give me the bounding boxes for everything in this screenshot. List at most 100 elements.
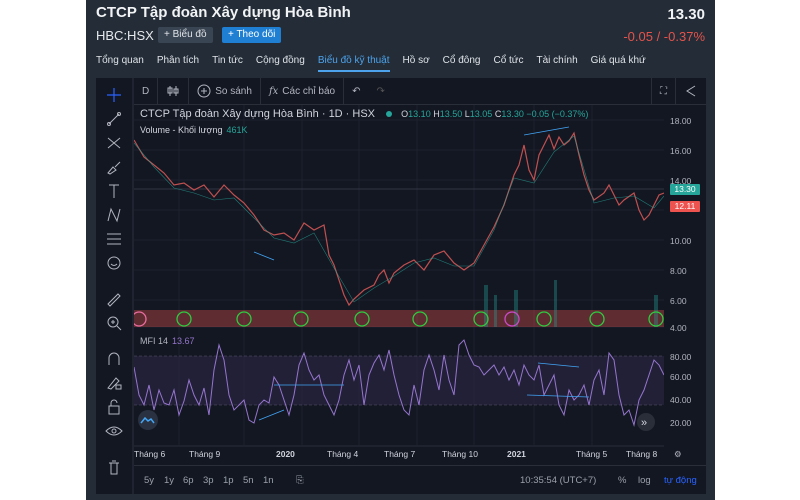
range-1y[interactable]: 1y — [164, 475, 175, 486]
date-range-icon[interactable]: ⎘ — [296, 475, 304, 486]
mfi-axis-label: 40.00 — [670, 395, 692, 405]
mfi-axis-label: 20.00 — [670, 418, 692, 428]
axis-label: 4.00 — [670, 323, 687, 333]
axis-label: 16.00 — [670, 146, 692, 156]
secondary-price-tag: 12.11 — [670, 201, 700, 212]
stock-page: CTCP Tập đoàn Xây dựng Hòa Bình 13.30 HB… — [86, 0, 715, 500]
clock-time: 10:35:54 (UTC+7) — [520, 475, 597, 486]
mfi-legend: MFI 14 13.67 — [140, 336, 195, 346]
time-label: 2020 — [276, 449, 295, 459]
fullscreen-button[interactable]: ⛶ — [651, 78, 676, 104]
time-label: Tháng 10 — [442, 449, 478, 459]
drawing-toolbar — [96, 78, 134, 494]
live-dot-icon — [386, 111, 393, 117]
settings-gear-icon[interactable]: ⚙ — [674, 449, 682, 459]
axis-label: 18.00 — [670, 116, 692, 126]
time-label: Tháng 6 — [134, 449, 166, 459]
tab-dividends[interactable]: Cổ tức — [493, 55, 524, 66]
tab-shareholders[interactable]: Cổ đông — [442, 55, 481, 66]
range-5y[interactable]: 5y — [144, 475, 155, 486]
redo-button[interactable]: ↷ — [368, 78, 392, 104]
volume-legend: Volume - Khối lượng 461K — [140, 125, 248, 135]
percent-toggle[interactable]: % — [618, 475, 627, 486]
indicators-button[interactable]: fx Các chỉ báo — [261, 78, 345, 104]
auto-scale-toggle[interactable]: tự động — [664, 475, 697, 486]
range-6m[interactable]: 6p — [183, 475, 194, 486]
mfi-axis-label: 80.00 — [670, 352, 692, 362]
undo-button[interactable]: ↶ — [344, 78, 368, 104]
ticker-symbol: HBC:HSX — [96, 28, 154, 43]
add-circle-icon — [197, 84, 211, 98]
axis-label: 14.00 — [670, 176, 692, 186]
price-axis[interactable]: 18.00 16.00 14.00 10.00 8.00 6.00 4.00 8… — [664, 105, 706, 445]
range-1m[interactable]: 1p — [223, 475, 234, 486]
range-3m[interactable]: 3p — [203, 475, 214, 486]
time-label: Tháng 8 — [626, 449, 658, 459]
last-price-tag: 13.30 — [670, 184, 700, 195]
eye-icon[interactable] — [104, 422, 124, 440]
mfi-value: 13.67 — [172, 336, 195, 346]
prediction-icon[interactable] — [104, 230, 124, 248]
fib-tool-icon[interactable] — [104, 134, 124, 152]
range-5d[interactable]: 5n — [243, 475, 254, 486]
log-toggle[interactable]: log — [638, 475, 651, 486]
share-button[interactable] — [676, 78, 706, 104]
trendline-icon[interactable] — [104, 110, 124, 128]
tab-price-history[interactable]: Giá quá khứ — [590, 55, 646, 66]
range-1d[interactable]: 1n — [263, 475, 274, 486]
tab-financials[interactable]: Tài chính — [536, 55, 578, 66]
ohlc-values: O13.10 H13.50 L13.05 C13.30 −0.05 (−0.37… — [401, 109, 589, 119]
add-chart-button[interactable]: + Biểu đồ — [158, 27, 213, 43]
svg-text:»: » — [641, 417, 647, 429]
time-label: Tháng 9 — [189, 449, 221, 459]
chart-bottom-toolbar: 5y 1y 6p 3p 1p 5n 1n ⎘ 10:35:54 (UTC+7) … — [134, 465, 706, 495]
compare-button[interactable]: So sánh — [189, 78, 261, 104]
crosshair-icon[interactable] — [104, 86, 124, 104]
lock-drawing-icon[interactable] — [104, 374, 124, 392]
chart-widget: D So sánh fx Các chỉ báo ↶ ↷ ⛶ — [96, 78, 706, 494]
scroll-to-latest-button — [637, 413, 655, 431]
text-icon[interactable] — [104, 182, 124, 200]
follow-button[interactable]: + Theo dõi — [222, 27, 282, 43]
volume-label: Volume - Khối lượng — [140, 125, 223, 135]
event-markers — [134, 311, 664, 327]
brush-icon[interactable] — [104, 158, 124, 176]
axis-label: 8.00 — [670, 266, 687, 276]
symbol-title: CTCP Tập đoàn Xây dựng Hòa Bình · 1D · H… — [140, 108, 376, 120]
fullscreen-icon: ⛶ — [660, 85, 667, 97]
redo-icon: ↷ — [376, 85, 385, 97]
axis-label: 6.00 — [670, 296, 687, 306]
volume-value: 461K — [226, 125, 248, 135]
tab-news[interactable]: Tin tức — [212, 55, 243, 66]
trash-icon[interactable] — [104, 458, 124, 476]
compare-label: So sánh — [215, 85, 252, 97]
axis-label: 10.00 — [670, 236, 692, 246]
function-icon: fx — [268, 85, 279, 97]
time-axis[interactable]: Tháng 6 Tháng 9 2020 Tháng 4 Tháng 7 Thá… — [134, 446, 682, 462]
tab-profile[interactable]: Hồ sơ — [402, 55, 430, 66]
tab-overview[interactable]: Tổng quan — [96, 55, 144, 66]
zoom-in-icon[interactable] — [104, 314, 124, 332]
chart-legend: CTCP Tập đoàn Xây dựng Hòa Bình · 1D · H… — [140, 108, 588, 120]
indicators-label: Các chỉ báo — [282, 85, 336, 97]
lock-icon[interactable] — [104, 398, 124, 416]
tab-community[interactable]: Cộng đồng — [255, 55, 305, 66]
interval-button[interactable]: D — [134, 78, 159, 104]
chart-type-button[interactable] — [158, 78, 190, 104]
current-price: 13.30 — [667, 6, 705, 23]
ruler-icon[interactable] — [104, 290, 124, 308]
mfi-axis-label: 60.00 — [670, 372, 692, 382]
candlestick-icon — [167, 86, 179, 96]
magnet-icon[interactable] — [104, 350, 124, 368]
tab-analysis[interactable]: Phân tích — [156, 55, 200, 66]
pattern-icon[interactable] — [104, 206, 124, 224]
time-label: Tháng 5 — [576, 449, 608, 459]
company-title: CTCP Tập đoàn Xây dựng Hòa Bình — [96, 4, 351, 21]
tab-technical-chart[interactable]: Biểu đồ kỹ thuật — [317, 55, 390, 72]
nav-tabs: Tổng quan Phân tích Tin tức Cộng đồng Bi… — [96, 55, 659, 72]
time-label: 2021 — [507, 449, 526, 459]
mfi-label: MFI 14 — [140, 336, 169, 346]
share-icon — [686, 85, 696, 97]
emoji-icon[interactable] — [104, 254, 124, 272]
chart-plot-area[interactable]: » — [134, 105, 664, 494]
